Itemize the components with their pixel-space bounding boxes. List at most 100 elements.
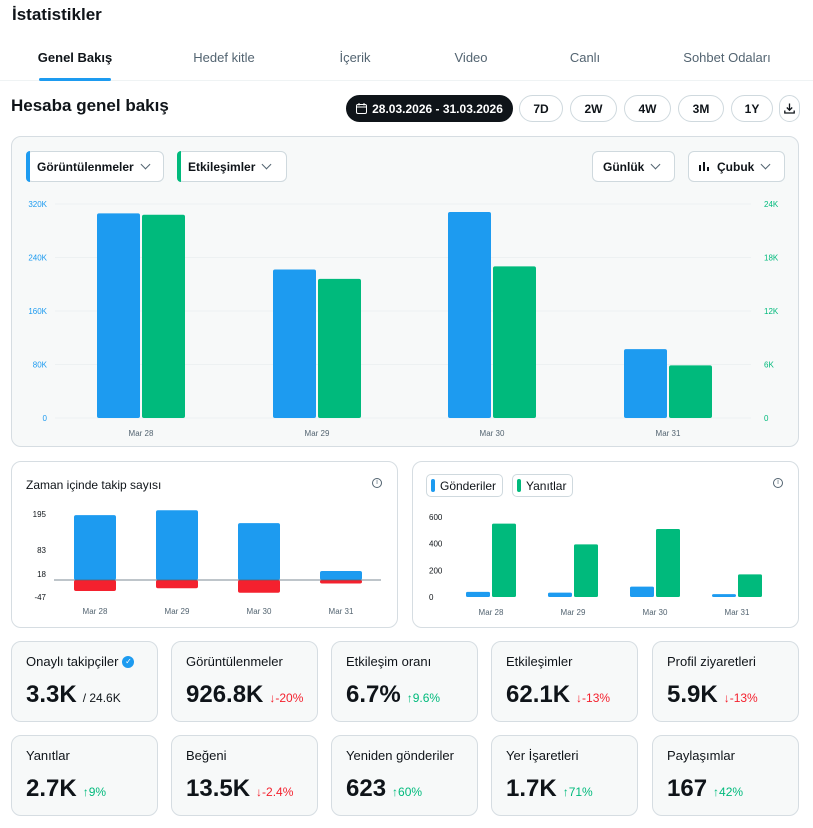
stat-label: Yanıtlar: [26, 748, 70, 763]
tab-video[interactable]: Video: [454, 50, 488, 65]
metric1-color-bar: [26, 151, 30, 182]
arrow-down-icon: ↓: [576, 691, 583, 705]
x-tick-label: Mar 30: [643, 608, 668, 617]
arrow-up-icon: ↑: [392, 785, 399, 799]
stat-card: Görüntülenmeler 926.8K ↓-20%: [171, 641, 318, 722]
stat-change-text: -20%: [275, 691, 304, 705]
range-1y-button[interactable]: 1Y: [731, 95, 773, 122]
x-tick-label: Mar 28: [479, 608, 504, 617]
interval-dropdown[interactable]: Günlük: [592, 151, 675, 182]
follow-chart-title: Zaman içinde takip sayısı: [26, 478, 162, 492]
stat-value: 13.5K ↓-2.4%: [186, 775, 293, 803]
bar-posts: [548, 592, 572, 597]
interval-label: Günlük: [603, 159, 645, 174]
verified-badge-icon: ✓: [122, 655, 135, 668]
stat-value-text: 2.7K: [26, 775, 77, 802]
stat-card: Etkileşim oranı 6.7% ↑9.6%: [331, 641, 478, 722]
tab-spaces[interactable]: Sohbet Odaları: [683, 50, 771, 65]
stat-value-text: 13.5K: [186, 775, 251, 802]
arrow-up-icon: ↑: [713, 785, 720, 799]
tab-live[interactable]: Canlı: [569, 50, 601, 65]
stat-change-text: 71%: [568, 785, 593, 799]
x-tick-label: Mar 30: [247, 607, 272, 616]
bar-replies: [656, 529, 680, 597]
y-tick-label: 195: [33, 510, 47, 519]
stat-label: Görüntülenmeler: [186, 654, 283, 669]
stat-label: Etkileşimler: [506, 654, 572, 669]
stat-value: 5.9K ↓-13%: [667, 681, 758, 709]
stat-value: 6.7% ↑9.6%: [346, 681, 440, 709]
stat-label-text: Yer İşaretleri: [506, 748, 579, 763]
bar-replies: [492, 523, 516, 597]
stat-change-text: 9%: [88, 785, 107, 799]
stat-change-text: 9.6%: [412, 691, 441, 705]
y-tick-label: 83: [37, 546, 46, 555]
stat-change: ↓-2.4%: [256, 785, 293, 799]
stat-card: Profil ziyaretleri 5.9K ↓-13%: [652, 641, 799, 722]
date-range-button[interactable]: 28.03.2026 - 31.03.2026: [346, 95, 513, 122]
bar-follows: [74, 515, 116, 580]
tab-content[interactable]: İçerik: [339, 50, 371, 65]
y-left-tick-label: 0: [43, 414, 48, 423]
chart-type-label: Çubuk: [717, 159, 755, 174]
section-title: Hesaba genel bakış: [11, 96, 169, 115]
metric1-dropdown[interactable]: Görüntülenmeler: [26, 151, 164, 182]
x-tick-label: Mar 31: [656, 429, 681, 438]
download-icon: [784, 103, 795, 114]
info-icon[interactable]: i: [773, 478, 783, 488]
stat-change: ↑42%: [713, 785, 743, 799]
y-right-tick-label: 24K: [764, 200, 779, 209]
stat-card: Yanıtlar 2.7K ↑9%: [11, 735, 158, 816]
stat-label-text: Profil ziyaretleri: [667, 654, 756, 669]
stat-change: ↑71%: [563, 785, 593, 799]
bar-unfollows: [74, 580, 116, 592]
range-4w-button[interactable]: 4W: [624, 95, 671, 122]
tab-overview[interactable]: Genel Bakış: [37, 50, 113, 65]
bar-unfollows: [156, 580, 198, 589]
range-2w-button[interactable]: 2W: [570, 95, 617, 122]
legend-posts[interactable]: Gönderiler: [426, 474, 504, 497]
bar-views: [97, 213, 140, 418]
x-tick-label: Mar 30: [480, 429, 505, 438]
bar-unfollows: [238, 580, 280, 593]
stat-change: ↑9%: [83, 785, 106, 799]
chart-type-dropdown[interactable]: Çubuk: [688, 151, 785, 182]
stat-value-text: 62.1K: [506, 681, 571, 708]
range-3m-button[interactable]: 3M: [678, 95, 724, 122]
stat-value: 623 ↑60%: [346, 775, 422, 803]
stat-label-text: Onaylı takipçiler: [26, 654, 119, 669]
stat-value: 62.1K ↓-13%: [506, 681, 610, 709]
stat-card: Paylaşımlar 167 ↑42%: [652, 735, 799, 816]
page-title: İstatistikler: [12, 5, 102, 24]
tab-audience[interactable]: Hedef kitle: [193, 50, 255, 65]
legend-replies-label: Yanıtlar: [526, 478, 567, 493]
range-7d-button[interactable]: 7D: [519, 95, 563, 122]
bar-engagements: [669, 365, 712, 418]
stat-value-text: 926.8K: [186, 681, 264, 708]
x-tick-label: Mar 31: [725, 608, 750, 617]
legend-replies[interactable]: Yanıtlar: [512, 474, 574, 497]
tab-bar: Genel Bakış Hedef kitle İçerik Video Can…: [0, 36, 813, 81]
bar-views: [448, 212, 491, 418]
y-right-tick-label: 12K: [764, 307, 779, 316]
x-tick-label: Mar 29: [165, 607, 190, 616]
legend-replies-swatch: [517, 479, 521, 492]
info-icon[interactable]: i: [372, 478, 382, 488]
metric2-dropdown[interactable]: Etkileşimler: [177, 151, 287, 182]
stat-change-text: -13%: [582, 691, 611, 705]
stat-card: Etkileşimler 62.1K ↓-13%: [491, 641, 638, 722]
stat-label-text: Yeniden gönderiler: [346, 748, 454, 763]
stat-label-text: Paylaşımlar: [667, 748, 735, 763]
stat-change: ↓-20%: [269, 691, 303, 705]
y-left-tick-label: 240K: [28, 254, 47, 263]
x-tick-label: Mar 28: [129, 429, 154, 438]
bar-engagements: [142, 214, 185, 418]
legend-posts-swatch: [431, 479, 435, 492]
arrow-down-icon: ↓: [256, 785, 263, 799]
arrow-up-icon: ↑: [406, 691, 413, 705]
y-left-tick-label: 80K: [33, 361, 48, 370]
download-button[interactable]: [779, 95, 800, 122]
y-right-tick-label: 6K: [764, 361, 774, 370]
bar-follows: [156, 510, 198, 580]
